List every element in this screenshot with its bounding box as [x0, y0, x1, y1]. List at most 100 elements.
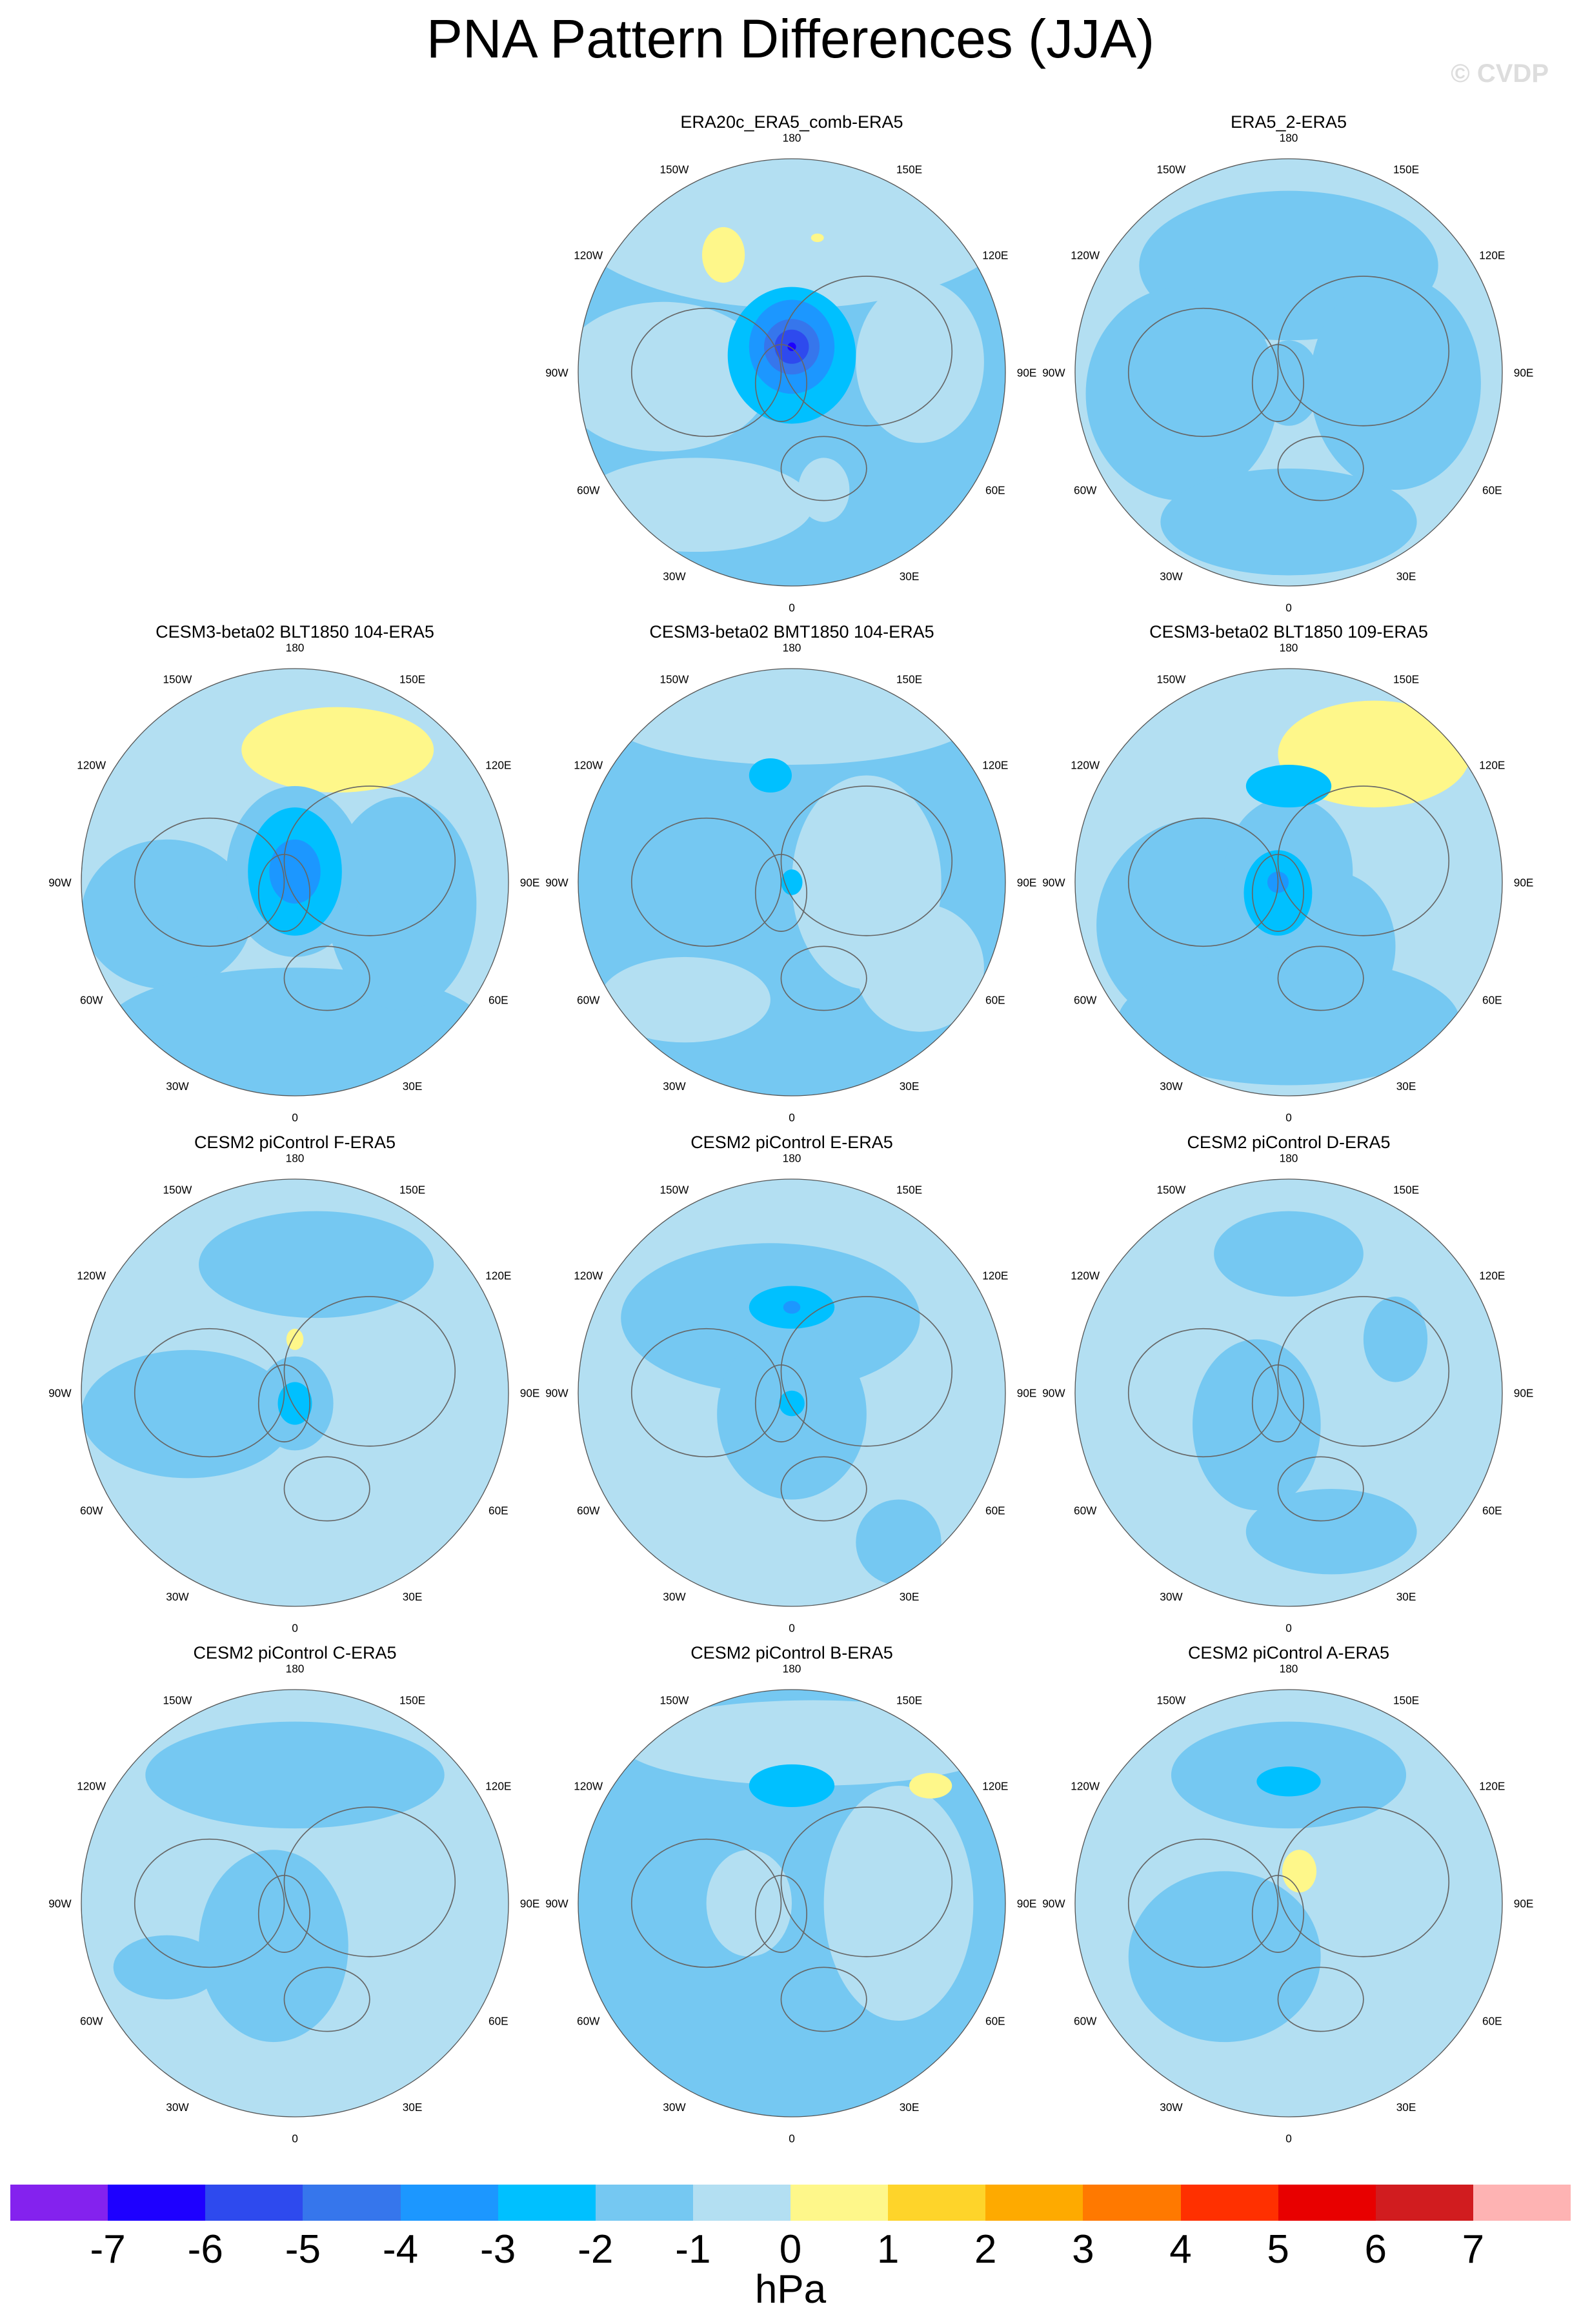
coastline — [283, 1296, 456, 1447]
coastline — [754, 1875, 807, 1953]
longitude-label: 60E — [488, 994, 509, 1007]
longitude-label: 120W — [574, 249, 603, 262]
longitude-label: 120W — [1071, 759, 1100, 772]
contour-region — [277, 1382, 312, 1425]
map-border — [1074, 1178, 1503, 1607]
longitude-label: 150E — [1393, 1183, 1419, 1196]
longitude-label: 60E — [1482, 1504, 1502, 1517]
colorbar-tick-label: 7 — [1462, 2227, 1485, 2272]
longitude-label: 120W — [574, 759, 603, 772]
coastline — [780, 1966, 867, 2032]
panel-title: CESM2 piControl E-ERA5 — [690, 1133, 893, 1152]
contour-region — [1214, 1211, 1364, 1297]
longitude-label: 30E — [1396, 570, 1416, 583]
longitude-label: 90W — [545, 1387, 569, 1400]
coastline — [780, 436, 867, 501]
longitude-label: 0 — [1285, 1111, 1292, 1124]
coastline — [283, 1806, 456, 1957]
longitude-label: 90E — [520, 1387, 540, 1400]
longitude-label: 150W — [660, 163, 689, 176]
longitude-label: 120E — [1479, 249, 1505, 262]
longitude-label: 60W — [577, 2015, 600, 2028]
contour-region — [599, 956, 770, 1043]
contour-region — [749, 1764, 835, 1808]
longitude-label: 150W — [1156, 163, 1186, 176]
coastline — [1127, 307, 1279, 438]
coastline — [1251, 1364, 1304, 1442]
coastline — [257, 1364, 310, 1442]
coastline — [754, 1364, 807, 1442]
coastline — [780, 1806, 953, 1957]
longitude-label: 60E — [1482, 994, 1502, 1007]
contour-region — [1245, 1488, 1417, 1575]
longitude-label: 60W — [80, 1504, 103, 1517]
longitude-label: 120E — [485, 1780, 511, 1793]
contour-region — [787, 342, 796, 351]
polar-map-panel: 180 150E 120E 90E 60E 30E 0 30W 60W 90W 120W 150W — [545, 1152, 1036, 1635]
contour-region — [286, 1328, 304, 1350]
coastline — [1251, 344, 1304, 422]
longitude-label: 0 — [1285, 1622, 1292, 1635]
panel-title: CESM3-beta02 BLT1850 109-ERA5 — [1149, 622, 1428, 642]
contour-region — [856, 280, 984, 443]
longitude-label: 30E — [1396, 1080, 1416, 1093]
coastline — [630, 1328, 782, 1458]
colorbar-swatch — [790, 2185, 889, 2221]
contour-region — [1363, 1297, 1428, 1382]
longitude-label: 90E — [1017, 876, 1037, 889]
coastline — [1277, 436, 1364, 501]
panel-title: ERA20c_ERA5_comb-ERA5 — [680, 112, 903, 132]
polar-map-panel: 180 150E 120E 90E 60E 30E 0 30W 60W 90W 120W 150W — [48, 1152, 539, 1635]
contour-region — [599, 669, 984, 765]
contour-region — [1256, 1766, 1321, 1797]
contour-region — [578, 301, 770, 452]
colorbar-swatch — [108, 2185, 206, 2221]
colorbar-swatch — [595, 2185, 693, 2221]
coastline — [1251, 1875, 1304, 1953]
coastline — [630, 307, 782, 438]
longitude-label: 120E — [982, 1269, 1008, 1282]
longitude-label: 120E — [1479, 759, 1505, 772]
longitude-label: 150E — [399, 1693, 425, 1706]
contour-region — [781, 869, 803, 895]
coastline — [630, 817, 782, 947]
longitude-label: 150E — [1393, 163, 1419, 176]
longitude-label: 150E — [399, 672, 425, 685]
longitude-label: 180 — [286, 1152, 305, 1165]
longitude-label: 90E — [1514, 1387, 1534, 1400]
longitude-label: 60E — [985, 1504, 1005, 1517]
panel-title: ERA5_2-ERA5 — [1230, 112, 1347, 132]
colorbar-swatch — [692, 2185, 790, 2221]
longitude-label: 180 — [1280, 642, 1298, 654]
contour-region — [269, 839, 321, 904]
longitude-label: 180 — [783, 132, 801, 145]
contour-region — [779, 1390, 805, 1417]
longitude-label: 30W — [663, 1590, 686, 1603]
longitude-label: 30W — [166, 1590, 189, 1603]
colorbar-swatch — [303, 2185, 401, 2221]
colorbar-units: hPa — [754, 2267, 827, 2312]
coastline — [283, 1456, 370, 1522]
longitude-label: 180 — [783, 1152, 801, 1165]
colorbar-tick-label: -6 — [187, 2227, 223, 2272]
longitude-label: 90W — [1042, 1387, 1065, 1400]
longitude-label: 150E — [896, 672, 922, 685]
contour-region — [856, 1499, 942, 1585]
colorbar-tick-label: -1 — [675, 2227, 711, 2272]
coastline — [1277, 785, 1450, 936]
longitude-label: 180 — [286, 642, 305, 654]
colorbar-tick-label: -5 — [285, 2227, 321, 2272]
longitude-label: 150W — [660, 672, 689, 685]
colorbar-swatch — [1278, 2185, 1376, 2221]
longitude-label: 30E — [403, 2101, 423, 2114]
panel-title: CESM3-beta02 BMT1850 104-ERA5 — [649, 622, 934, 642]
longitude-label: 60E — [488, 1504, 509, 1517]
longitude-label: 150W — [660, 1183, 689, 1196]
longitude-label: 90E — [1514, 1897, 1534, 1910]
longitude-label: 150W — [1156, 672, 1186, 685]
coastline — [1277, 1296, 1450, 1447]
polar-map-panel: 180 150E 120E 90E 60E 30E 0 30W 60W 90W 120W 150W — [1042, 642, 1533, 1124]
contour-region — [578, 458, 814, 552]
colorbar-swatch — [400, 2185, 498, 2221]
contour-region — [823, 1785, 974, 2021]
